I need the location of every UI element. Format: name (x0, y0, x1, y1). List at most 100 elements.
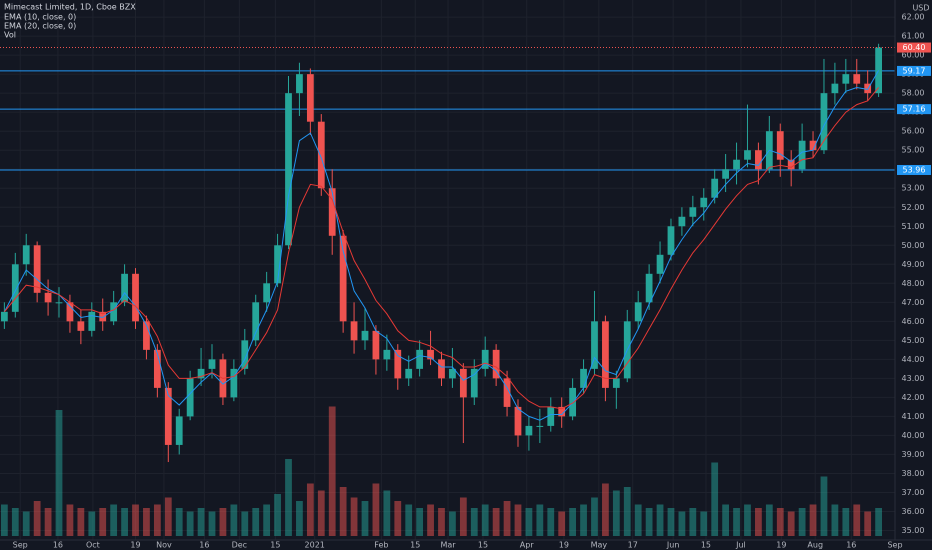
volume-bar (33, 501, 41, 536)
volume-bar (678, 511, 686, 536)
symbol-title: Mimecast Limited, 1D, Cboe BZX (4, 3, 136, 12)
indicator-ema20: EMA (20, close, 0) (4, 22, 76, 31)
candle-body (689, 207, 697, 217)
candle-body (110, 302, 118, 322)
candle-body (700, 197, 708, 208)
candle-body (525, 425, 533, 436)
volume-bar (55, 410, 63, 536)
x-tick-label: Apr (520, 541, 535, 550)
x-tick-label: 15 (410, 541, 420, 550)
candle-body (470, 368, 478, 398)
volume-bar (230, 504, 238, 536)
candle-body (536, 425, 544, 427)
x-tick-label: 16 (53, 541, 63, 550)
volume-bar (252, 508, 260, 536)
volume-bar (175, 508, 183, 536)
volume-bar (776, 508, 784, 536)
volume-bar (143, 508, 150, 536)
candle-body (787, 159, 795, 170)
volume-bar (744, 504, 751, 536)
volume-bar (88, 511, 96, 536)
volume-bar (306, 483, 314, 536)
candle-body (809, 140, 817, 151)
y-tick-label: 48.00 (902, 279, 925, 288)
volume-bar (831, 504, 839, 536)
y-tick-label: 45.00 (902, 336, 925, 345)
volume-bar (317, 490, 325, 536)
candle-body (230, 368, 238, 398)
candle-body (99, 311, 107, 322)
x-tick-label: Oct (86, 541, 100, 550)
y-tick-label: 61.00 (902, 32, 925, 41)
volume-bar (416, 508, 424, 536)
level-label: 57.16 (903, 105, 926, 114)
candle-body (645, 273, 653, 303)
volume-bar (405, 504, 413, 536)
y-tick-label: 41.00 (902, 412, 925, 421)
volume-bar (853, 504, 861, 536)
candle-body (339, 235, 347, 322)
candle-body (175, 416, 183, 445)
y-tick-label: 50.00 (902, 241, 925, 250)
x-tick-label: Aug (807, 541, 823, 550)
axes: 35.00 36.00 37.00 38.00 39.00 40.00 41.00 42.00… (13, 13, 931, 550)
candle-body (361, 330, 369, 341)
volume-bar (875, 508, 882, 536)
candle-body (875, 47, 882, 94)
candle-body (744, 150, 751, 160)
x-tick-label: 17 (628, 541, 638, 550)
candle-body (842, 74, 850, 84)
candle-body (143, 321, 150, 350)
volume-bar (503, 501, 511, 536)
y-tick-label: 37.00 (902, 488, 925, 497)
candle-body (350, 321, 358, 341)
volume-bar (263, 504, 271, 536)
y-tick-label: 38.00 (902, 469, 925, 478)
volume-bar (580, 504, 587, 536)
candle-body (33, 245, 41, 293)
volume-bar (558, 511, 566, 536)
candle-body (306, 74, 314, 122)
volume-bar (700, 511, 708, 536)
volume-bar (722, 504, 730, 536)
candle-body (274, 245, 281, 284)
candle-body (776, 131, 784, 160)
volume-bar (153, 504, 161, 536)
volume-bar (110, 504, 118, 536)
volume-bar (864, 511, 872, 536)
candle-body (164, 387, 172, 445)
candle-body (678, 216, 686, 227)
y-tick-label: 43.00 (902, 374, 925, 383)
volume-bar (591, 497, 598, 536)
volume-bar (842, 508, 850, 536)
volume-bar (569, 508, 577, 536)
candle-body (383, 349, 391, 360)
candle-body (44, 292, 52, 303)
candle-body (328, 188, 336, 236)
volume-bar (285, 459, 292, 536)
volume-bar (798, 508, 806, 536)
volume-bar (372, 483, 380, 536)
volume-bar (645, 508, 653, 536)
candle-body (22, 245, 30, 265)
volume-bar (66, 504, 74, 536)
x-tick-label: 19 (776, 541, 786, 550)
y-tick-label: 44.00 (902, 355, 925, 364)
volume-bar (0, 504, 8, 536)
y-tick-label: 42.00 (902, 393, 925, 402)
volume-bar (197, 508, 205, 536)
volume-bar (525, 508, 533, 536)
x-tick-label: Sep (13, 541, 28, 550)
y-tick-label: 55.00 (902, 146, 925, 155)
candle-body (55, 302, 63, 304)
volume-bar (208, 511, 216, 536)
candle-body (449, 368, 456, 379)
candle-body (88, 311, 96, 331)
last-price-label: 60.40 (903, 43, 926, 52)
volume-bar (612, 490, 620, 536)
volume-bar (656, 504, 664, 536)
candle-body (820, 93, 828, 151)
volume-bar (755, 508, 762, 536)
volume-bar (44, 508, 52, 536)
